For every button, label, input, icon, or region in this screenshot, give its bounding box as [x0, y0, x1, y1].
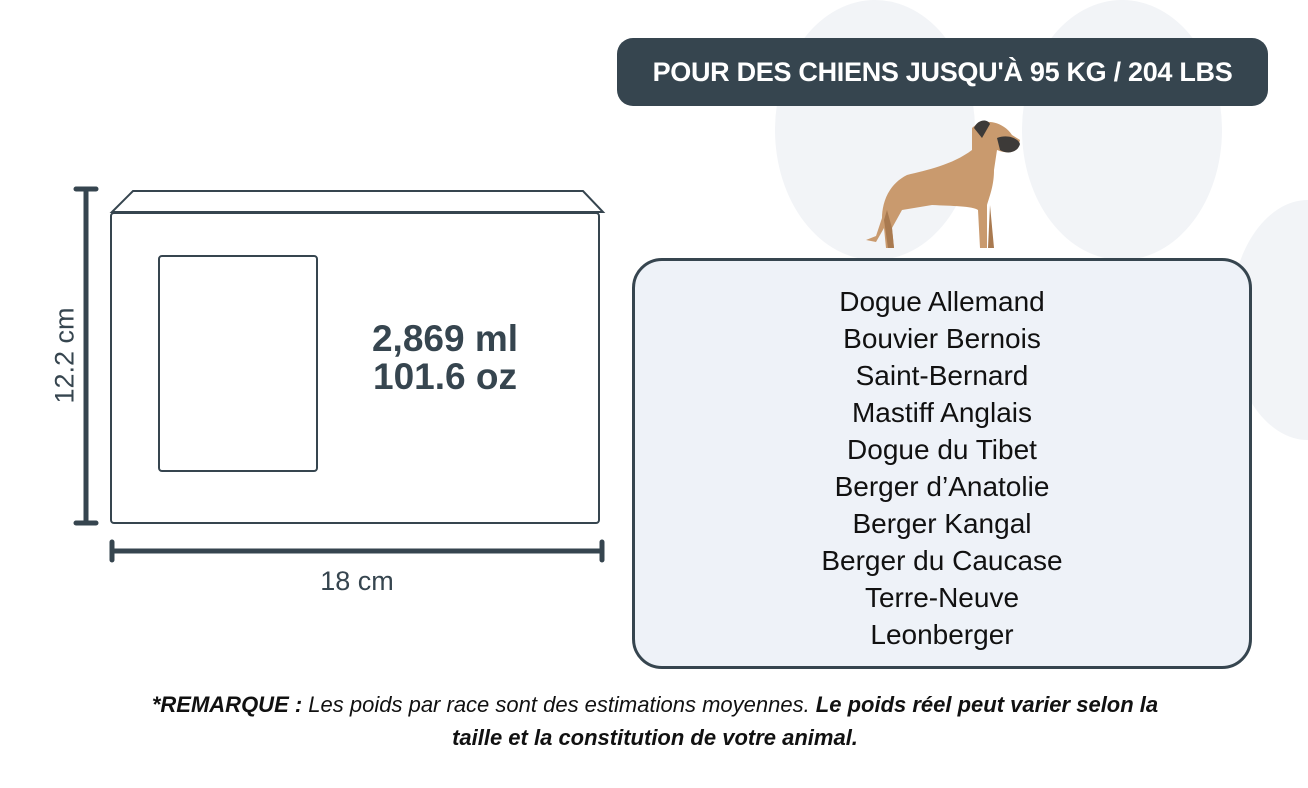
breed-item: Dogue du Tibet — [847, 434, 1037, 465]
volume-ml: 2,869 ml — [371, 318, 519, 359]
note-label: *REMARQUE : — [151, 692, 303, 717]
volume-oz: 101.6 oz — [373, 356, 517, 397]
great-dane-dog-icon — [866, 120, 1020, 248]
height-label: 12.2 cm — [49, 307, 80, 404]
breed-item: Berger d’Anatolie — [834, 471, 1050, 502]
disclaimer-note: *REMARQUE : Les poids par race sont des … — [150, 688, 1160, 754]
breed-item: Terre-Neuve — [864, 582, 1020, 613]
breed-item: Berger Kangal — [852, 508, 1032, 539]
note-bold-text: Le poids réel peut varier selon la taill… — [452, 692, 1159, 750]
container-window — [158, 255, 318, 472]
breed-item: Mastiff Anglais — [851, 397, 1033, 428]
breed-item: Dogue Allemand — [839, 286, 1045, 317]
breed-item: Saint-Bernard — [855, 360, 1029, 391]
breed-item: Bouvier Bernois — [843, 323, 1041, 354]
breed-list: Dogue Allemand Bouvier Bernois Saint-Ber… — [632, 258, 1252, 669]
container-lid — [109, 190, 606, 213]
width-label: 18 cm — [320, 566, 394, 596]
volume-readout: 2,869 ml 101.6 oz — [330, 320, 560, 396]
breed-item: Berger du Caucase — [821, 545, 1063, 576]
weight-limit-badge: POUR DES CHIENS JUSQU'À 95 KG / 204 LBS — [617, 38, 1268, 106]
container-outline — [110, 212, 600, 524]
dimension-lines — [73, 186, 606, 563]
note-text: Les poids par race sont des estimations … — [302, 692, 816, 717]
breed-item: Leonberger — [870, 619, 1014, 650]
